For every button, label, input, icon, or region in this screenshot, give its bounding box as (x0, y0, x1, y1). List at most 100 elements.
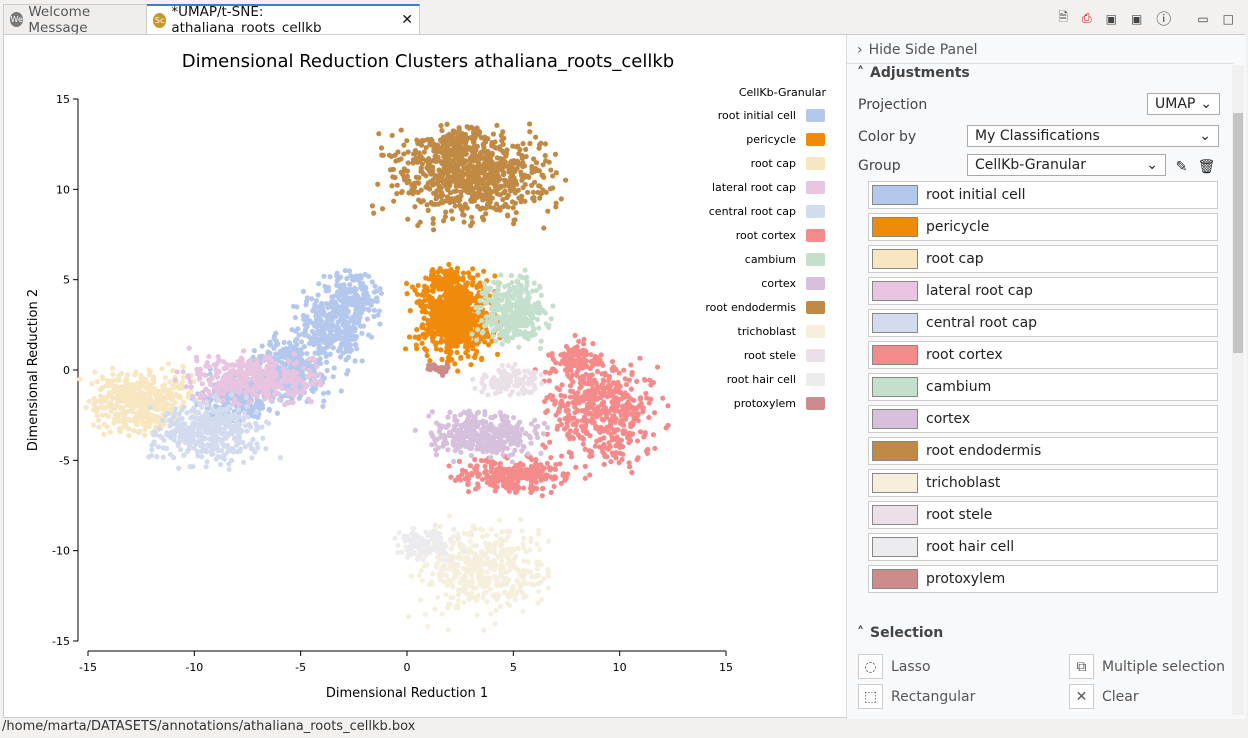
data-point (268, 373, 274, 380)
data-point (627, 464, 633, 470)
data-point (340, 350, 346, 356)
data-point (542, 141, 549, 147)
data-point (601, 400, 607, 406)
data-point (461, 297, 467, 304)
tab-welcome-message[interactable]: We Welcome Message (3, 4, 147, 36)
data-point (530, 288, 536, 294)
data-point (251, 348, 257, 354)
data-point (644, 395, 650, 401)
data-point (574, 344, 580, 350)
data-point (484, 475, 490, 481)
data-point (401, 151, 407, 157)
data-point (424, 286, 430, 293)
data-point (111, 420, 117, 426)
data-point (365, 332, 372, 338)
data-point (100, 385, 106, 391)
data-point (176, 465, 182, 471)
data-point (214, 374, 221, 380)
y-tick-label: 15 (56, 93, 70, 106)
legend-label: cambium (745, 253, 796, 266)
data-point (465, 480, 471, 486)
data-point (484, 448, 490, 455)
data-point (413, 155, 420, 161)
data-point (466, 312, 472, 318)
data-point (161, 437, 167, 443)
series-central-root-cap (146, 392, 283, 473)
data-point (610, 402, 617, 408)
data-point (415, 282, 421, 289)
data-point (167, 394, 173, 401)
data-point (429, 275, 436, 281)
data-point (438, 337, 445, 343)
data-point (230, 449, 236, 455)
data-point (517, 273, 523, 279)
data-point (594, 368, 601, 375)
data-point (499, 416, 505, 422)
export-image-icon[interactable]: 🗎 (1058, 10, 1068, 24)
data-point (138, 372, 144, 378)
data-point (493, 318, 499, 324)
data-point (519, 426, 525, 432)
data-point (582, 356, 588, 363)
data-point (516, 301, 523, 307)
data-point (345, 338, 351, 344)
data-point (556, 386, 563, 393)
data-point (186, 442, 193, 448)
data-point (334, 278, 341, 284)
data-point (615, 402, 621, 408)
minimize-icon[interactable]: ▭ (1197, 11, 1209, 26)
data-point (115, 399, 121, 405)
data-point (523, 430, 529, 436)
data-point (631, 397, 637, 403)
data-point (512, 288, 518, 295)
export-pdf-icon[interactable]: ⎙ (1082, 11, 1092, 25)
data-point (416, 298, 423, 304)
data-point (454, 287, 460, 293)
data-point (497, 422, 504, 429)
data-point (520, 184, 526, 191)
scatter-plot[interactable]: Dimensional Reduction Clusters athaliana… (4, 35, 844, 719)
save-icon[interactable]: ▣ (1105, 11, 1117, 26)
data-point (549, 353, 555, 359)
data-point (611, 387, 617, 394)
data-point (598, 424, 604, 431)
close-icon[interactable]: ✕ (401, 12, 413, 28)
data-point (240, 459, 247, 465)
data-point (634, 378, 640, 384)
data-point (539, 486, 546, 492)
data-point (576, 400, 582, 406)
info-icon[interactable]: ⓘ (1156, 10, 1172, 28)
data-point (534, 434, 541, 441)
save-as-icon[interactable]: ▣ (1130, 11, 1143, 26)
data-point (483, 314, 489, 320)
data-point (156, 396, 162, 402)
data-point (516, 462, 523, 468)
data-point (180, 363, 186, 370)
data-point (364, 316, 371, 322)
data-point (447, 279, 453, 285)
data-point (571, 421, 578, 427)
data-point (247, 441, 254, 447)
data-point (583, 371, 589, 378)
data-point (206, 364, 212, 370)
data-point (580, 398, 586, 404)
data-point (601, 461, 607, 467)
data-point (160, 454, 167, 460)
data-point (456, 428, 462, 434)
data-point (247, 399, 253, 405)
data-point (182, 421, 188, 427)
scatter-icon: Sc (153, 12, 167, 28)
tab-umap-tsne[interactable]: Sc *UMAP/t-SNE: athaliana_roots_cellkb ✕ (147, 4, 420, 36)
data-point (296, 364, 302, 370)
data-point (597, 437, 603, 443)
data-point (542, 444, 548, 450)
maximize-icon[interactable]: □ (1222, 11, 1234, 26)
data-point (417, 219, 423, 225)
data-point (99, 412, 105, 418)
data-point (110, 365, 116, 371)
data-point (343, 357, 349, 363)
data-point (363, 285, 369, 292)
data-point (226, 466, 232, 473)
data-point (568, 454, 575, 460)
data-point (477, 438, 483, 444)
